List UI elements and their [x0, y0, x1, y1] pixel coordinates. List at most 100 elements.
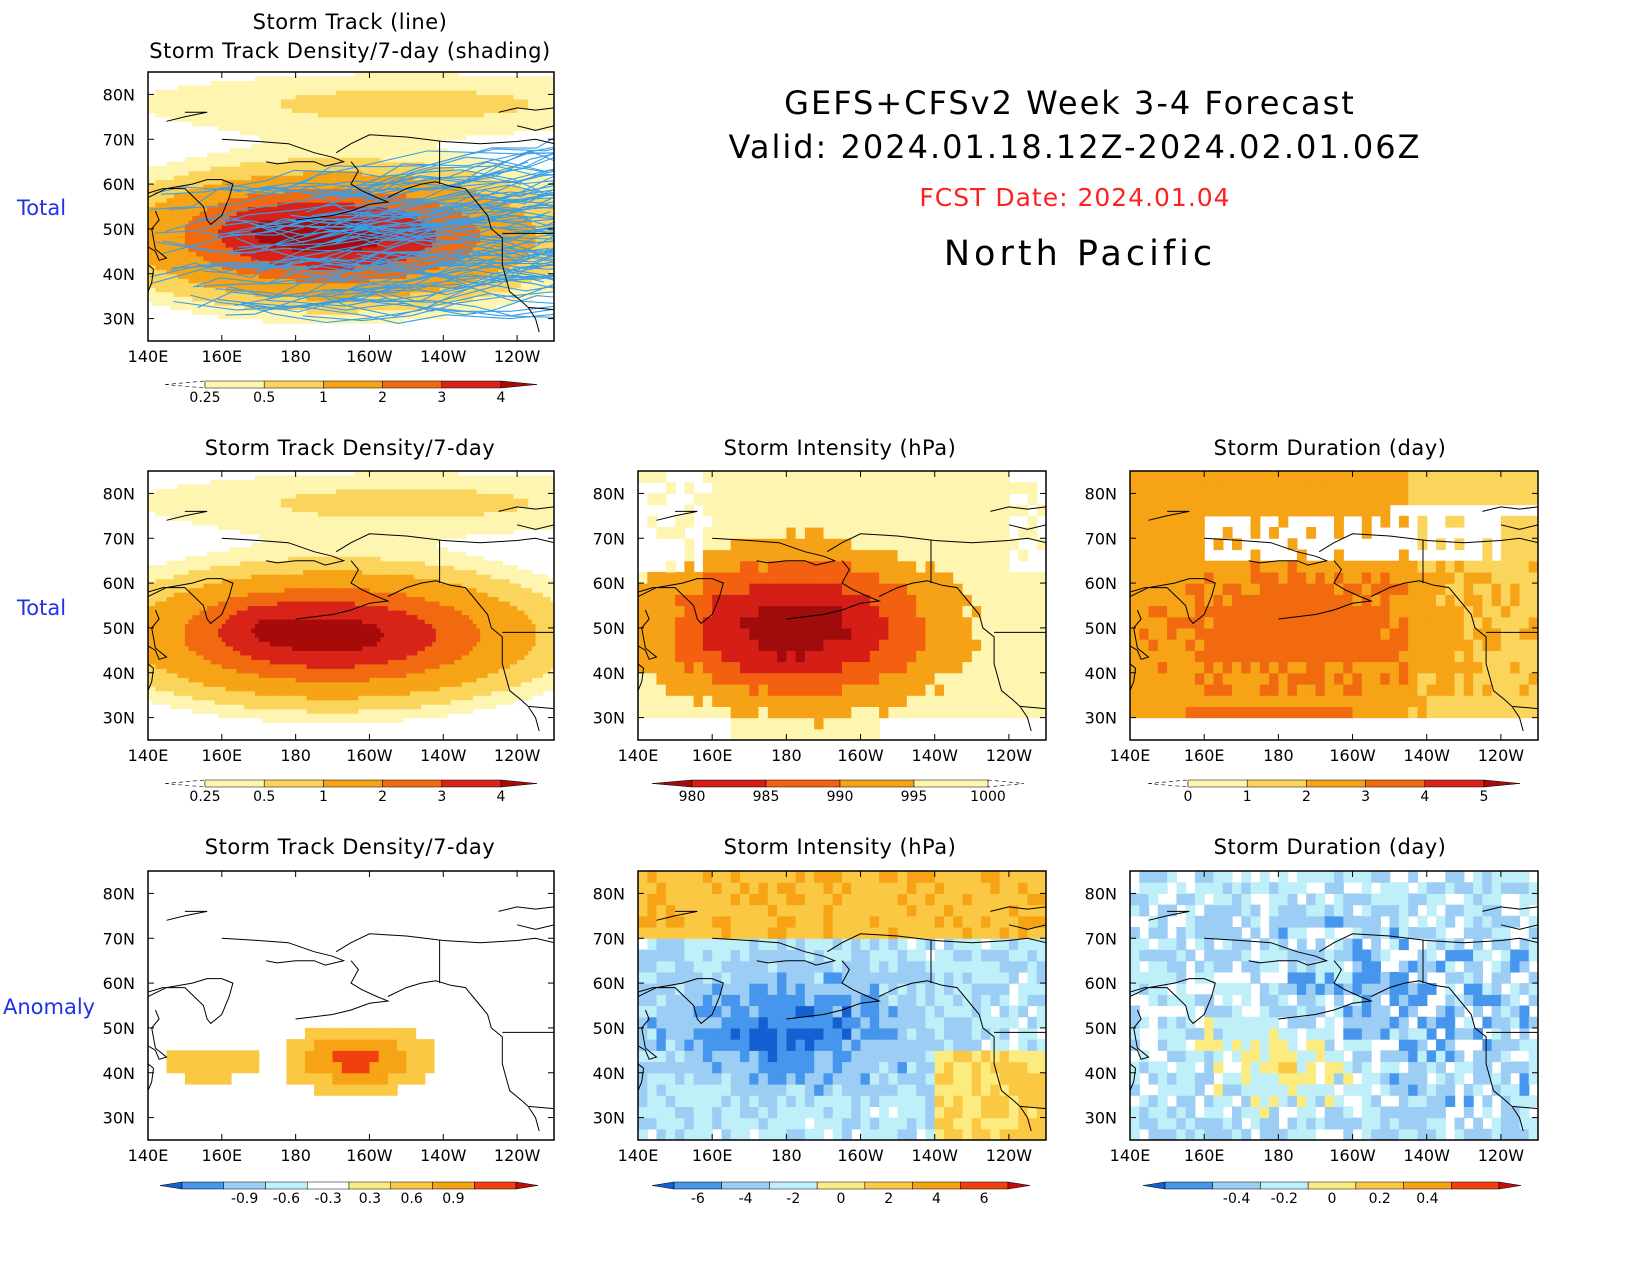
p1-cell: [395, 184, 400, 190]
p1-cell: [203, 193, 208, 199]
p1-cell: [483, 121, 489, 127]
p1-cell: [162, 246, 168, 252]
p1-cell: [229, 175, 234, 181]
p1-cell: [421, 291, 426, 297]
p1-cell: [347, 125, 352, 131]
p1-cell: [472, 287, 478, 293]
p1-cell: [406, 300, 411, 306]
p1-cell: [406, 305, 411, 311]
p1-cell: [184, 246, 190, 252]
p1-cell: [155, 175, 160, 181]
p1-cell: [196, 202, 201, 208]
p1-cell: [280, 206, 286, 212]
p1-cell: [196, 161, 201, 167]
p1-cell: [314, 130, 319, 136]
p1-cell: [336, 206, 341, 212]
p1-cell: [472, 228, 478, 234]
p1-cell: [280, 233, 286, 239]
p1-cell: [380, 175, 385, 181]
p1-cell: [483, 206, 489, 212]
p1-cell: [380, 152, 385, 158]
p1-cell: [332, 116, 337, 122]
p1-cell: [181, 197, 186, 203]
p1-cell: [332, 260, 337, 266]
p1-cell: [410, 143, 415, 149]
p1-cell: [266, 166, 271, 172]
p1-cell: [251, 94, 256, 100]
p1-cell: [391, 197, 396, 203]
p1-cell: [447, 76, 452, 82]
p1-cell: [258, 296, 263, 302]
p1-cell: [325, 107, 330, 113]
p1-cell: [266, 206, 271, 212]
p1-cell: [288, 215, 293, 221]
p1-cell: [325, 81, 330, 87]
p1-cell: [244, 282, 249, 288]
p1-cell: [395, 175, 400, 181]
p1-cell: [351, 237, 356, 243]
p1-cell: [162, 215, 168, 221]
p1-cell: [266, 175, 271, 181]
p1-cell: [188, 287, 193, 293]
p1-cell: [266, 255, 271, 261]
p1-cell: [251, 211, 256, 217]
p1-cell: [402, 242, 407, 248]
p1-cell: [314, 170, 319, 176]
p1-cell: [395, 287, 400, 293]
p1-cell: [196, 157, 201, 163]
p1-cell: [240, 98, 245, 104]
p1-cell: [472, 166, 478, 172]
p1-cell: [148, 98, 153, 104]
p1-cell: [432, 143, 437, 149]
p1-cell: [192, 193, 197, 199]
p1-cell: [314, 81, 319, 87]
p1-cell: [284, 255, 289, 261]
p1-cell: [424, 309, 430, 315]
p1-cell: [509, 76, 514, 82]
p1-cell: [424, 107, 430, 113]
p1-cell: [240, 233, 245, 239]
p1-cell: [166, 89, 171, 95]
p1-cell: [269, 85, 275, 91]
p1-cell: [177, 260, 182, 266]
p1-cell: [306, 202, 311, 208]
p1-cell: [199, 94, 204, 100]
p1-cell: [166, 202, 171, 208]
p1-cell: [450, 81, 455, 87]
p1-cell: [210, 255, 215, 261]
p1-cell: [494, 300, 500, 306]
p1-cell: [306, 81, 311, 87]
p1-cell: [277, 134, 282, 140]
p1-cell: [266, 134, 271, 140]
p1-cell: [284, 161, 289, 167]
p1-cell: [454, 116, 459, 122]
p1-cell: [262, 237, 267, 243]
p1-cell: [454, 197, 459, 203]
p1-cell: [443, 179, 448, 185]
p1-cell: [509, 264, 514, 270]
p1-cell: [472, 206, 478, 212]
p1-cell: [229, 107, 234, 113]
p1-cell: [173, 237, 179, 243]
p1-cell: [203, 260, 208, 266]
p1-cell: [417, 242, 422, 248]
p1-cell: [354, 251, 359, 257]
p1-cell: [218, 314, 223, 320]
p1-cell: [159, 112, 164, 118]
p1-cell: [203, 233, 208, 239]
p1-cell: [339, 305, 345, 311]
p1-cell: [232, 211, 238, 217]
p1-cell: [148, 224, 153, 230]
p1-cell: [229, 98, 234, 104]
p1-cell: [166, 98, 171, 104]
p1-cell: [280, 197, 286, 203]
p1-cell: [461, 193, 466, 199]
p1-cell: [277, 112, 282, 118]
p1-cell: [280, 76, 286, 82]
p1-cell: [424, 233, 430, 239]
p1-cell: [229, 300, 234, 306]
p1-cell: [207, 112, 212, 118]
p1-cell: [435, 269, 441, 275]
p1-cell: [454, 72, 459, 78]
p1-cell: [469, 107, 474, 113]
